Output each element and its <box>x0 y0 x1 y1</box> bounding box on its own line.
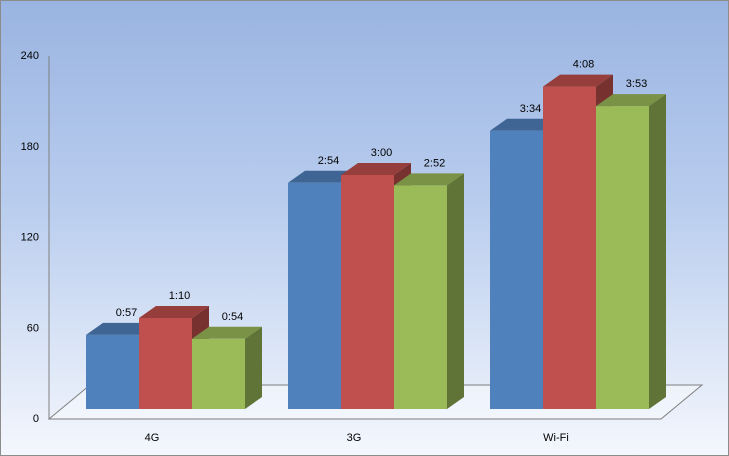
x-axis: 4G 3G Wi-Fi <box>145 432 569 444</box>
data-labels: 0:57 1:10 0:54 2:54 3:00 2:52 3:34 4:08 3:53 <box>116 59 647 323</box>
data-label: 0:57 <box>116 307 137 319</box>
bar-top-face <box>543 74 613 87</box>
bar-side-face <box>649 94 666 409</box>
y-tick-label: 60 <box>27 322 39 334</box>
bars <box>86 74 666 410</box>
bar-top-face <box>394 173 464 186</box>
bar-top-face <box>490 118 560 131</box>
bar-top-face <box>341 163 411 175</box>
bar-front-face <box>192 338 245 409</box>
bar-front-face <box>394 185 447 409</box>
data-label: 4:08 <box>573 59 594 71</box>
bar-top-face <box>288 170 358 183</box>
data-label: 3:00 <box>371 147 392 159</box>
data-label: 3:53 <box>626 78 647 90</box>
y-tick-label: 0 <box>33 413 39 425</box>
bar <box>394 173 464 409</box>
y-axis: 0 60 120 180 240 <box>21 50 50 425</box>
bar-top-face <box>86 322 156 335</box>
bar-front-face <box>596 106 649 409</box>
data-label: 1:10 <box>169 290 190 302</box>
data-label: 2:52 <box>424 157 445 169</box>
bar <box>192 326 262 409</box>
bar-side-face <box>245 326 262 409</box>
bar-top-face <box>192 326 262 339</box>
bar-front-face <box>139 318 192 409</box>
data-label: 3:34 <box>520 103 541 115</box>
bar-side-face <box>447 173 464 409</box>
bar-top-face <box>139 306 209 318</box>
x-category-label: 4G <box>145 432 160 444</box>
bar-front-face <box>490 130 543 410</box>
data-label: 0:54 <box>222 311 243 323</box>
x-category-label: Wi-Fi <box>543 432 569 444</box>
bar <box>596 94 666 409</box>
bar-front-face <box>288 182 341 409</box>
y-tick-label: 180 <box>21 141 39 153</box>
y-tick-label: 240 <box>21 50 39 62</box>
data-label: 2:54 <box>318 155 339 167</box>
bar-front-face <box>543 86 596 409</box>
x-category-label: 3G <box>347 432 362 444</box>
y-tick-label: 120 <box>21 232 39 244</box>
bar-top-face <box>596 94 666 107</box>
bar-front-face <box>341 175 394 409</box>
bar-front-face <box>86 334 139 409</box>
